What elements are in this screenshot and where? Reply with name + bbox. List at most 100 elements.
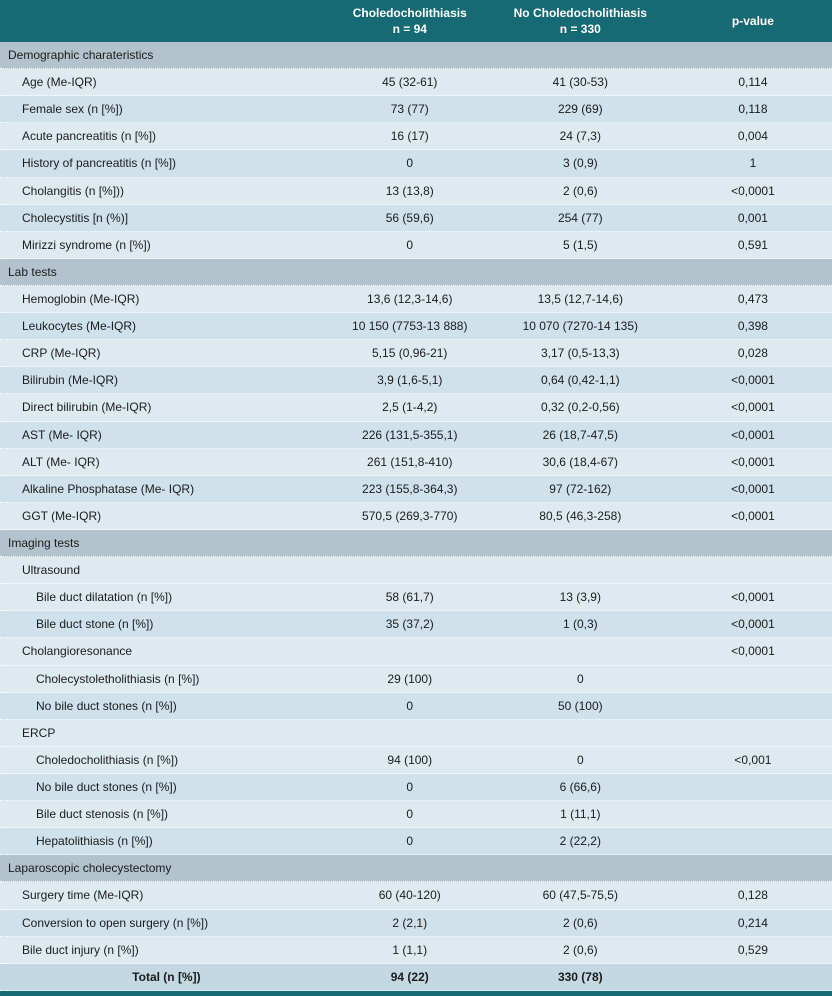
- value-no-choledocholithiasis: 80,5 (46,3-258): [539, 508, 622, 523]
- p-value-cell: <0,0001: [731, 454, 775, 469]
- value-no-choledocholithiasis: 2 (0,6): [562, 915, 598, 930]
- table-row: CRP (Me-IQR) 5,15 (0,96-21) 3,17 (0,5-13,3…: [0, 340, 832, 368]
- row-label: Bile duct dilatation (n [%]): [36, 590, 173, 605]
- p-value-cell: <0,001: [734, 752, 772, 767]
- table-row: Mirizzi syndrome (n [%]) 0 5 (1,5) 0,591: [0, 231, 832, 259]
- section-header-row: Lab tests: [0, 258, 832, 286]
- value-no-choledocholithiasis: 2 (0,6): [562, 942, 598, 957]
- row-label: Bile duct injury (n [%]): [22, 942, 139, 957]
- p-value-cell: 0,128: [737, 888, 768, 903]
- header-col-pvalue: p-value: [674, 0, 832, 42]
- row-label: Female sex (n [%]): [22, 102, 123, 117]
- p-value-cell: <0,0001: [731, 373, 775, 388]
- value-choledocholithiasis: 0: [406, 780, 414, 794]
- row-label: Cholangitis (n [%])): [22, 183, 125, 198]
- value-no-choledocholithiasis: 60 (47,5-75,5): [542, 888, 618, 903]
- value-no-choledocholithiasis: 41 (30-53): [552, 75, 608, 90]
- value-no-choledocholithiasis: 6 (66,6): [559, 780, 601, 794]
- row-label: AST (Me- IQR): [22, 427, 102, 442]
- subsection-header-row: ERCP: [0, 719, 832, 747]
- p-value-cell: 0,591: [737, 237, 768, 252]
- table-row: Cholangitis (n [%])) 13 (13,8) 2 (0,6) <0,0…: [0, 177, 832, 205]
- value-no-choledocholithiasis: 13,5 (12,7-14,6): [537, 292, 623, 307]
- header-col-choledocholithiasis: Choledocholithiasis n = 94: [333, 0, 487, 42]
- p-value-cell: 0,114: [738, 75, 768, 90]
- table-row: Hepatolithiasis (n [%]) 0 2 (22,2): [0, 828, 832, 856]
- p-value-cell: 1: [749, 156, 757, 171]
- subsection-header-row: Ultrasound: [0, 557, 832, 585]
- p-value-cell: <0,0001: [731, 400, 775, 415]
- value-choledocholithiasis: 0: [406, 807, 414, 822]
- value-choledocholithiasis: 0: [406, 156, 414, 171]
- p-value-cell: 0,214: [737, 915, 768, 930]
- table-row: Bile duct injury (n [%]) 1 (1,1) 2 (0,6) 0,…: [0, 936, 832, 964]
- value-choledocholithiasis: 56 (59,6): [385, 210, 434, 225]
- value-no-choledocholithiasis: 10 070 (7270-14 135): [522, 319, 639, 334]
- row-label: Total (n [%]): [132, 969, 201, 984]
- value-choledocholithiasis: 0: [406, 237, 414, 252]
- row-label: No bile duct stones (n [%]): [36, 698, 177, 713]
- value-choledocholithiasis: 13 (13,8): [385, 183, 434, 198]
- section-header-row: Imaging tests: [0, 529, 832, 558]
- table-row: Female sex (n [%]) 73 (77) 229 (69) 0,118: [0, 96, 832, 124]
- p-value-cell: 0,529: [737, 942, 768, 957]
- table-row: Bile duct stenosis (n [%]) 0 1 (11,1): [0, 801, 832, 829]
- row-label: Demographic charateristics: [8, 48, 154, 63]
- row-label: Cholangioresonance: [22, 644, 133, 659]
- value-no-choledocholithiasis: 26 (18,7-47,5): [542, 427, 618, 442]
- row-label: Bilirubin (Me-IQR): [22, 373, 119, 388]
- value-no-choledocholithiasis: 3,17 (0,5-13,3): [540, 346, 620, 361]
- table-row: Leukocytes (Me-IQR) 10 150 (7753-13 888) 1…: [0, 313, 832, 341]
- table-row: Cholecystitis [n (%)] 56 (59,6) 254 (77) 0,…: [0, 204, 832, 232]
- row-label: Laparoscopic cholecystectomy: [8, 861, 172, 876]
- value-no-choledocholithiasis: 0,64 (0,42-1,1): [540, 373, 620, 388]
- value-no-choledocholithiasis: 2 (22,2): [559, 834, 601, 849]
- value-choledocholithiasis: 16 (17): [390, 129, 429, 144]
- p-value-cell: 0,004: [737, 129, 768, 144]
- row-label: Lab tests: [8, 264, 57, 279]
- value-no-choledocholithiasis: 0,32 (0,2-0,56): [540, 400, 620, 415]
- row-label: Hepatolithiasis (n [%]): [36, 834, 153, 849]
- header-col1-title: Choledocholithiasis: [352, 5, 467, 20]
- value-choledocholithiasis: 73 (77): [390, 102, 429, 117]
- value-choledocholithiasis: 45 (32-61): [382, 75, 438, 90]
- table-row: Acute pancreatitis (n [%]) 16 (17) 24 (7,3…: [0, 123, 832, 151]
- table-row: Bile duct dilatation (n [%]) 58 (61,7) 13 …: [0, 584, 832, 612]
- value-no-choledocholithiasis: 97 (72-162): [549, 481, 612, 496]
- value-no-choledocholithiasis: 5 (1,5): [562, 237, 598, 252]
- row-label: Leukocytes (Me-IQR): [22, 319, 137, 334]
- header-pvalue-label: p-value: [731, 13, 774, 28]
- header-col2-n: n = 330: [559, 22, 601, 36]
- value-choledocholithiasis: 2,5 (1-4,2): [382, 400, 438, 415]
- value-choledocholithiasis: 0: [406, 834, 414, 849]
- row-label: ALT (Me- IQR): [22, 454, 100, 469]
- p-value-cell: <0,0001: [731, 427, 775, 442]
- p-value-cell: <0,0001: [731, 183, 775, 198]
- table-row: Choledocholithiasis (n [%]) 94 (100) 0 <0,0…: [0, 746, 832, 774]
- row-label: Conversion to open surgery (n [%]): [22, 915, 209, 930]
- value-choledocholithiasis: 5,15 (0,96-21): [372, 346, 448, 361]
- value-choledocholithiasis: 58 (61,7): [385, 590, 434, 605]
- row-label: Ultrasound: [22, 563, 81, 578]
- row-label: Alkaline Phosphatase (Me- IQR): [22, 481, 195, 496]
- row-label: Cholecystitis [n (%)]: [22, 210, 129, 225]
- value-choledocholithiasis: 2 (2,1): [392, 915, 428, 930]
- p-value-cell: 0,398: [737, 319, 768, 334]
- value-choledocholithiasis: 10 150 (7753-13 888): [352, 319, 468, 334]
- table-row: Direct bilirubin (Me-IQR) 2,5 (1-4,2) 0,32…: [0, 394, 832, 422]
- value-choledocholithiasis: 223 (155,8-364,3): [362, 481, 458, 496]
- row-label: Bile duct stone (n [%]): [36, 617, 154, 632]
- header-empty-cell: [0, 0, 333, 42]
- value-no-choledocholithiasis: 1 (11,1): [560, 807, 601, 822]
- value-no-choledocholithiasis: 13 (3,9): [559, 590, 601, 605]
- table-row: Bilirubin (Me-IQR) 3,9 (1,6-5,1) 0,64 (0,4…: [0, 367, 832, 395]
- row-label: Age (Me-IQR): [22, 75, 97, 90]
- table-row: Alkaline Phosphatase (Me- IQR) 223 (155,8…: [0, 475, 832, 503]
- table-row: AST (Me- IQR) 226 (131,5-355,1) 26 (18,7-4…: [0, 421, 832, 449]
- row-label: Surgery time (Me-IQR): [22, 888, 144, 903]
- total-row: Total (n [%]) 94 (22) 330 (78): [0, 963, 832, 991]
- value-no-choledocholithiasis: 0: [576, 671, 584, 686]
- table-row: ALT (Me- IQR) 261 (151,8-410) 30,6 (18,4-6…: [0, 448, 832, 476]
- value-no-choledocholithiasis: 30,6 (18,4-67): [542, 454, 618, 469]
